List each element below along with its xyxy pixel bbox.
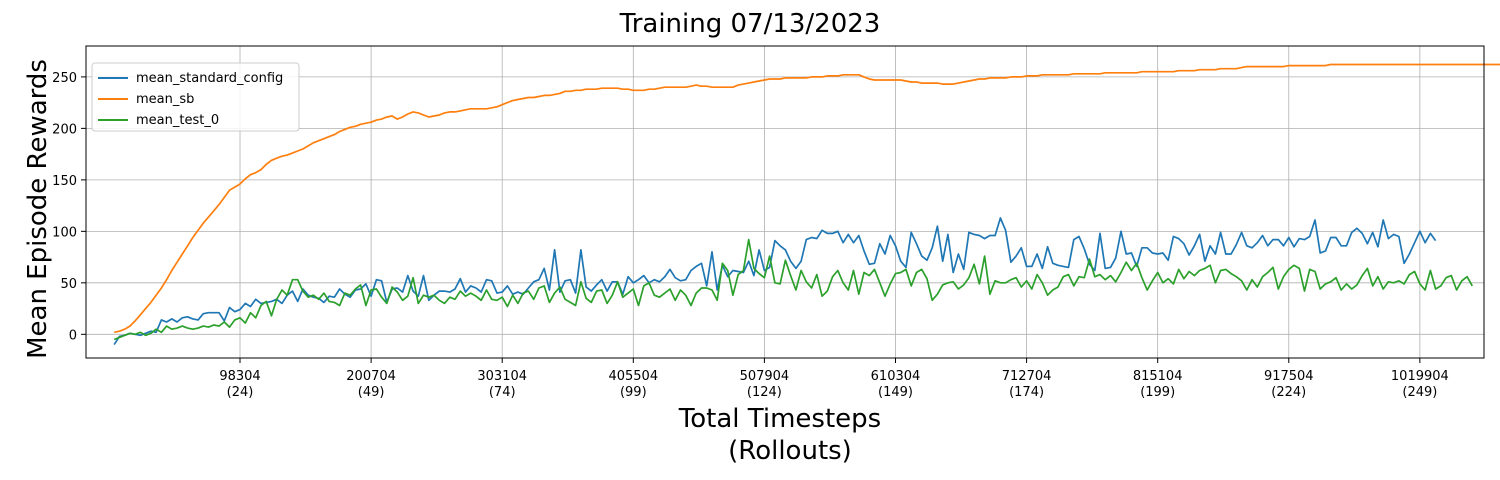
x-axis-label-line1: Total Timesteps <box>678 404 881 434</box>
x-tick-label-6: 712704 <box>1002 369 1052 384</box>
legend-box <box>91 62 300 132</box>
x-tick-sublabel-2: (74) <box>489 385 516 400</box>
y-axis-label: Mean Episode Rewards <box>23 59 53 359</box>
legend-label-1: mean_sb <box>136 92 194 107</box>
legend: mean_standard_config mean_sb mean_test_0 <box>91 62 300 132</box>
legend-label-2: mean_test_0 <box>136 113 219 128</box>
y-tick-label-3: 150 <box>52 174 77 189</box>
x-tick-sublabel-5: (149) <box>878 385 913 400</box>
x-tick-sublabel-7: (199) <box>1140 385 1175 400</box>
x-tick-label-1: 200704 <box>346 369 396 384</box>
x-tick-label-7: 815104 <box>1133 369 1183 384</box>
legend-label-0: mean_standard_config <box>136 71 283 86</box>
y-tick-label-0: 0 <box>69 328 77 343</box>
x-tick-label-9: 1019904 <box>1391 369 1449 384</box>
series-line-mean_sb <box>114 63 1500 334</box>
series-line-mean_standard_config <box>113 217 1437 346</box>
x-tick-label-8: 917504 <box>1264 369 1314 384</box>
x-tick-sublabel-4: (124) <box>747 385 782 400</box>
x-tick-sublabel-3: (99) <box>620 385 647 400</box>
series-layer <box>113 63 1500 346</box>
grid <box>86 46 1484 358</box>
x-tick-sublabel-0: (24) <box>227 385 254 400</box>
x-tick-sublabel-9: (249) <box>1402 385 1437 400</box>
chart-title: Training 07/13/2023 <box>619 9 881 39</box>
x-tick-label-5: 610304 <box>871 369 921 384</box>
x-axis-label-line2: (Rollouts) <box>728 436 852 466</box>
y-tick-label-1: 50 <box>60 277 77 292</box>
y-tick-label-5: 250 <box>52 71 77 86</box>
x-tick-label-0: 98304 <box>219 369 260 384</box>
x-tick-sublabel-8: (224) <box>1271 385 1306 400</box>
y-tick-label-4: 200 <box>52 122 77 137</box>
x-tick-sublabel-6: (174) <box>1009 385 1044 400</box>
x-tick-label-4: 507904 <box>740 369 790 384</box>
x-tick-sublabel-1: (49) <box>358 385 385 400</box>
y-tick-label-2: 100 <box>52 225 77 240</box>
x-ticks: 98304(24) 200704(49) 303104(74) 405504(99) 5… <box>219 358 1449 400</box>
series-line-mean_test_0 <box>113 238 1474 341</box>
plot-area <box>85 45 1485 359</box>
y-ticks: 0 50 100 150 200 250 <box>52 71 86 343</box>
x-tick-label-3: 405504 <box>608 369 658 384</box>
x-tick-label-2: 303104 <box>477 369 527 384</box>
